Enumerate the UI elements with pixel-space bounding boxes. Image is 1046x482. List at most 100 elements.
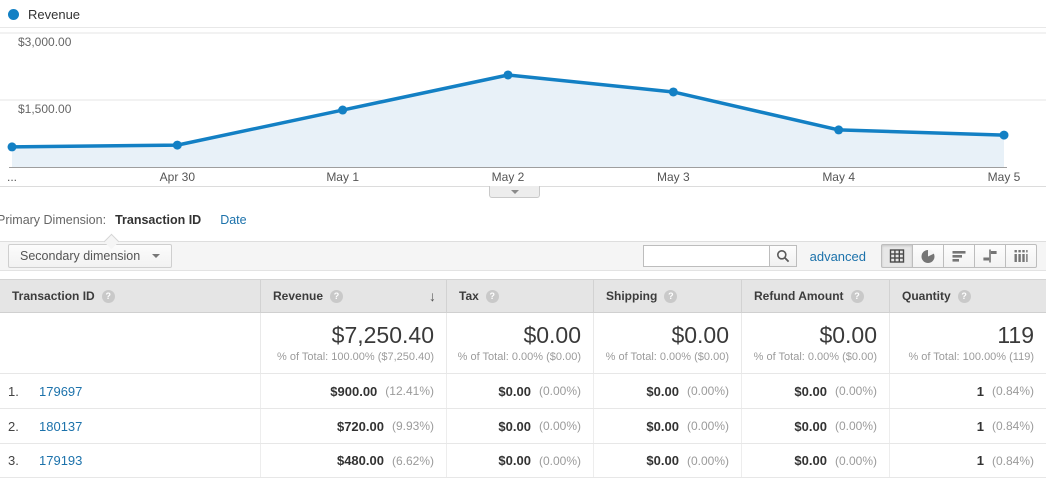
percentage-view-icon <box>921 249 935 263</box>
totals-value: $0.00 <box>671 322 729 348</box>
search-input[interactable] <box>642 245 769 267</box>
secondary-dimension-label: Secondary dimension <box>20 249 141 263</box>
x-axis-tick-label: May 5 <box>988 170 1021 184</box>
transaction-id-link[interactable]: 180137 <box>39 418 83 434</box>
help-icon[interactable]: ? <box>850 289 864 303</box>
cell-percent: (0.00%) <box>538 419 581 433</box>
cell-percent: (0.84%) <box>991 453 1034 468</box>
cell-percent: (0.00%) <box>538 453 581 468</box>
column-header-shipping[interactable]: Shipping? <box>593 280 741 312</box>
column-header-label: Revenue <box>273 289 324 303</box>
totals-cell-quantity: 119 % of Total: 100.00% (119) <box>889 313 1046 373</box>
data-point[interactable] <box>503 70 513 80</box>
help-icon[interactable]: ? <box>485 289 499 303</box>
cell-revenue: $900.00 (12.41%) <box>260 374 446 408</box>
chevron-down-icon <box>510 189 519 194</box>
cell-tax: $0.00 (0.00%) <box>446 444 593 477</box>
secondary-dimension-dropdown[interactable]: Secondary dimension <box>8 244 173 268</box>
cell-percent: (0.00%) <box>686 419 729 433</box>
transaction-id-cell: 2. 180137 <box>0 409 260 443</box>
table-view-button[interactable] <box>881 244 913 268</box>
table-toolbar: Secondary dimension advanced <box>0 233 1046 271</box>
cell-percent: (0.00%) <box>686 384 729 398</box>
revenue-legend-dot-icon <box>8 9 19 20</box>
cell-value: $0.00 <box>498 418 531 434</box>
help-icon[interactable]: ? <box>957 289 971 303</box>
transaction-id-link[interactable]: 179697 <box>39 383 83 399</box>
data-point[interactable] <box>668 87 678 97</box>
data-point[interactable] <box>338 105 348 115</box>
cell-refund-amount: $0.00 (0.00%) <box>741 409 889 443</box>
totals-percent-of-total: % of Total: 0.00% ($0.00) <box>753 351 877 363</box>
cell-percent: (12.41%) <box>385 384 434 398</box>
search-icon <box>776 250 789 263</box>
x-axis-tick-label: May 2 <box>492 170 525 184</box>
revenue-area-fill <box>12 74 1004 167</box>
cell-tax: $0.00 (0.00%) <box>446 409 593 443</box>
totals-percent-of-total: % of Total: 100.00% (119) <box>908 351 1034 363</box>
y-axis-tick-label: $3,000.00 <box>18 35 72 49</box>
data-point[interactable] <box>7 142 17 152</box>
table-view-button-group <box>881 244 1037 268</box>
comparison-view-button[interactable] <box>974 244 1006 268</box>
cell-percent: (0.00%) <box>834 384 877 398</box>
column-header-tax[interactable]: Tax? <box>446 280 593 312</box>
data-point[interactable] <box>999 130 1009 140</box>
chart-legend: Revenue <box>8 7 80 22</box>
totals-cell-tax: $0.00 % of Total: 0.00% ($0.00) <box>446 313 593 373</box>
cell-percent: (0.84%) <box>991 419 1034 433</box>
cell-percent: (0.00%) <box>834 419 877 433</box>
totals-cell-transaction-id <box>0 313 260 373</box>
performance-view-icon <box>952 251 966 262</box>
cell-tax: $0.00 (0.00%) <box>446 374 593 408</box>
transaction-id-cell: 3. 179193 <box>0 444 260 477</box>
revenue-chart-section: Revenue $3,000.00 $1,500.00... Apr 30 May 1… <box>0 0 1046 198</box>
help-icon[interactable]: ? <box>101 289 115 303</box>
transaction-id-link[interactable]: 179193 <box>39 453 83 468</box>
cell-refund-amount: $0.00 (0.00%) <box>741 444 889 477</box>
column-header-label: Quantity <box>902 289 951 303</box>
percentage-view-button[interactable] <box>912 244 944 268</box>
help-icon[interactable]: ? <box>330 289 344 303</box>
cell-value: $0.00 <box>794 453 827 468</box>
cell-percent: (0.00%) <box>834 453 877 468</box>
table-totals-row: $7,250.40 % of Total: 100.00% ($7,250.40)… <box>0 313 1046 373</box>
search-button[interactable] <box>768 245 797 267</box>
column-header-label: Transaction ID <box>12 289 95 303</box>
primary-dimension-row: Primary Dimension: Transaction ID Date <box>0 211 1046 228</box>
help-icon[interactable]: ? <box>664 289 678 303</box>
cell-shipping: $0.00 (0.00%) <box>593 409 741 443</box>
advanced-search-link[interactable]: advanced <box>809 248 866 264</box>
cell-value: 1 <box>976 383 984 399</box>
cell-value: $0.00 <box>646 453 679 468</box>
primary-dimension-date[interactable]: Date <box>220 212 247 227</box>
data-point[interactable] <box>834 125 844 135</box>
x-axis-tick-label: Apr 30 <box>160 170 196 184</box>
column-header-revenue[interactable]: Revenue? ↓ <box>260 280 446 312</box>
totals-percent-of-total: % of Total: 0.00% ($0.00) <box>605 351 729 363</box>
column-header-quantity[interactable]: Quantity? <box>889 280 1046 312</box>
y-axis-tick-label: $1,500.00 <box>18 102 72 116</box>
primary-dimension-transaction-id[interactable]: Transaction ID <box>115 212 202 227</box>
toolbar-right-group: advanced <box>642 244 1037 268</box>
column-header-refund-amount[interactable]: Refund Amount? <box>741 280 889 312</box>
cell-percent: (9.93%) <box>391 419 434 433</box>
cell-value: $0.00 <box>794 383 827 399</box>
sort-descending-icon[interactable]: ↓ <box>429 288 436 304</box>
cell-quantity: 1 (0.84%) <box>889 374 1046 408</box>
totals-value: $0.00 <box>523 322 581 348</box>
chart-collapse-button[interactable] <box>489 186 540 198</box>
performance-view-button[interactable] <box>943 244 975 268</box>
cell-value: $0.00 <box>794 418 827 434</box>
cell-percent: (0.00%) <box>538 384 581 398</box>
x-axis-tick-label: May 3 <box>657 170 690 184</box>
table-header-row: Transaction ID? Revenue? ↓ Tax? Shipping? Ref… <box>0 280 1046 313</box>
data-point[interactable] <box>172 140 182 150</box>
comparison-view-icon <box>983 249 997 263</box>
cell-value: $0.00 <box>646 383 679 399</box>
pivot-view-button[interactable] <box>1005 244 1037 268</box>
totals-percent-of-total: % of Total: 0.00% ($0.00) <box>457 351 581 363</box>
transactions-table: Transaction ID? Revenue? ↓ Tax? Shipping? Ref… <box>0 279 1046 478</box>
column-header-transaction-id[interactable]: Transaction ID? <box>0 280 260 312</box>
cell-quantity: 1 (0.84%) <box>889 409 1046 443</box>
